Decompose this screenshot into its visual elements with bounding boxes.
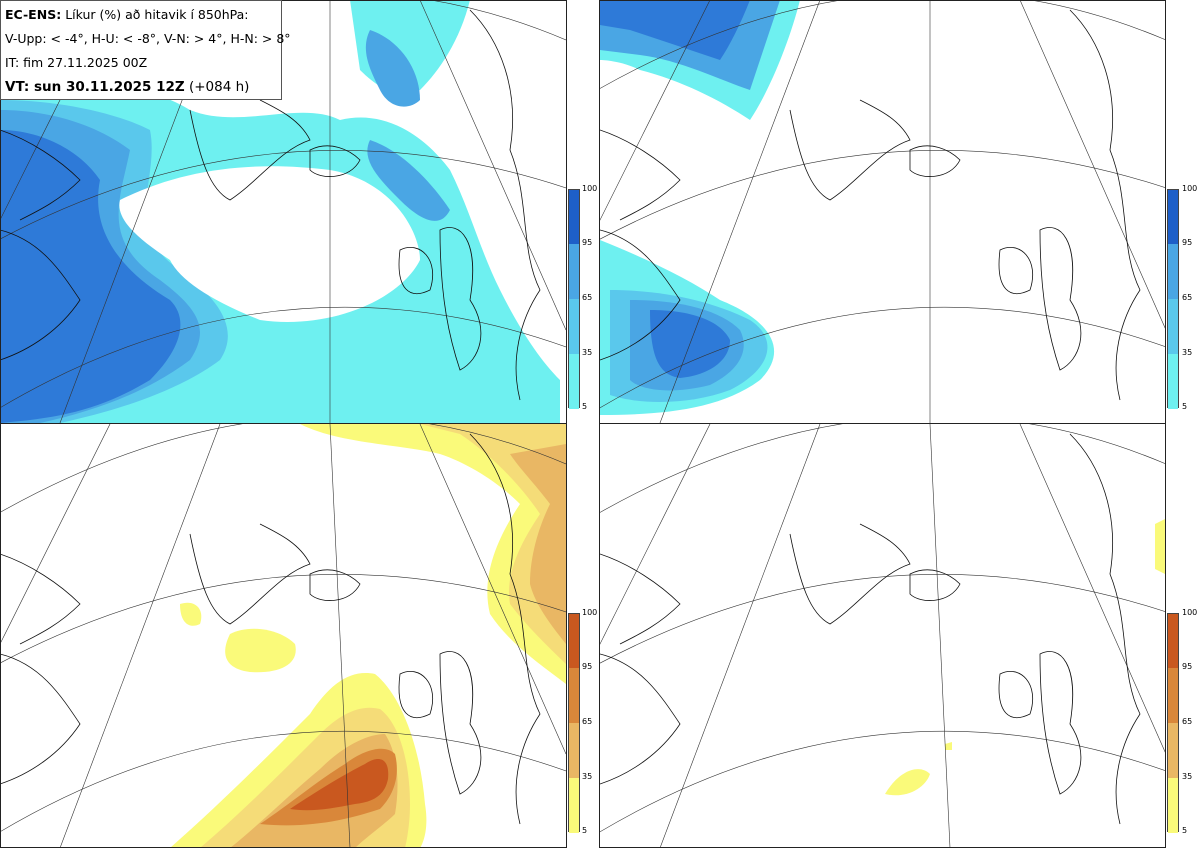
model-name: EC-ENS: <box>5 7 62 22</box>
title-line: EC-ENS: Líkur (%) að hitavik í 850hPa: <box>5 3 281 27</box>
colorbar-tick: 65 <box>582 293 593 302</box>
threshold-legend: V-Upp: < -4°, H-U: < -8°, V-N: > 4°, H-N… <box>5 31 291 46</box>
map-canvas <box>600 424 1165 848</box>
colorbar-band <box>1168 614 1178 668</box>
map-canvas <box>600 0 1165 423</box>
colorbar-band <box>569 244 579 299</box>
colorbar-band <box>1168 668 1178 723</box>
graticule <box>0 424 566 848</box>
colorbar-band <box>1168 299 1178 354</box>
map-canvas <box>0 0 566 423</box>
colorbar-band <box>1168 244 1178 299</box>
panel-divider <box>0 423 566 424</box>
colorbar-tick: 35 <box>582 772 593 781</box>
probability-field <box>0 0 560 423</box>
map-info-box: EC-ENS: Líkur (%) að hitavik í 850hPa: V… <box>0 0 291 100</box>
colorbar-tick: 5 <box>1182 826 1188 835</box>
map-canvas <box>0 424 566 848</box>
colorbar-tick: 95 <box>1182 662 1193 671</box>
colorbar-orange <box>1167 613 1179 833</box>
coastlines <box>600 433 1141 825</box>
lead-time: (+084 h) <box>188 79 250 95</box>
colorbar-band <box>569 614 579 668</box>
valid-time: VT: sun 30.11.2025 12Z <box>5 79 185 95</box>
colorbar-band <box>569 668 579 723</box>
colorbar-tick: 100 <box>1182 608 1198 617</box>
colorbar-band <box>569 354 579 409</box>
colorbar-tick: 65 <box>1182 717 1193 726</box>
map-panel-warm-8 <box>600 424 1165 848</box>
colorbar-band <box>1168 190 1178 244</box>
colorbar-tick: 5 <box>582 826 588 835</box>
probability-field <box>170 424 566 848</box>
colorbar-tick: 95 <box>582 662 593 671</box>
colorbar-tick: 35 <box>1182 348 1193 357</box>
probability-field <box>885 519 1165 796</box>
coastlines <box>600 9 1141 401</box>
colorbar-band <box>1168 354 1178 409</box>
colorbar-band <box>569 778 579 833</box>
colorbar-tick: 100 <box>1182 184 1198 193</box>
graticule <box>600 424 1165 848</box>
map-panel-cold-4 <box>0 0 566 423</box>
map-panel-cold-8 <box>600 0 1165 423</box>
colorbar-tick: 65 <box>582 717 593 726</box>
panel-divider <box>600 423 1165 424</box>
colorbar-tick: 35 <box>1182 772 1193 781</box>
colorbar-band <box>569 190 579 244</box>
colorbar-tick: 5 <box>582 402 588 411</box>
colorbar-tick: 100 <box>582 184 598 193</box>
colorbar-tick: 95 <box>582 238 593 247</box>
colorbar-band <box>1168 723 1178 778</box>
colorbar-band <box>569 723 579 778</box>
colorbar-tick: 35 <box>582 348 593 357</box>
map-panel-warm-4 <box>0 424 566 848</box>
colorbar-orange <box>568 613 580 833</box>
colorbar-tick: 95 <box>1182 238 1193 247</box>
colorbar-tick: 100 <box>582 608 598 617</box>
probability-field <box>600 0 800 415</box>
colorbar-band <box>569 299 579 354</box>
initial-time: IT: fim 27.11.2025 00Z <box>5 55 148 70</box>
colorbar-blue <box>568 189 580 409</box>
colorbar-blue <box>1167 189 1179 409</box>
coastlines <box>0 9 541 401</box>
product-description: Líkur (%) að hitavik í 850hPa: <box>65 7 249 22</box>
coastlines <box>0 433 541 825</box>
colorbar-tick: 5 <box>1182 402 1188 411</box>
valid-time-line: VT: sun 30.11.2025 12Z (+084 h) <box>5 75 281 99</box>
colorbar-band <box>1168 778 1178 833</box>
colorbar-tick: 65 <box>1182 293 1193 302</box>
